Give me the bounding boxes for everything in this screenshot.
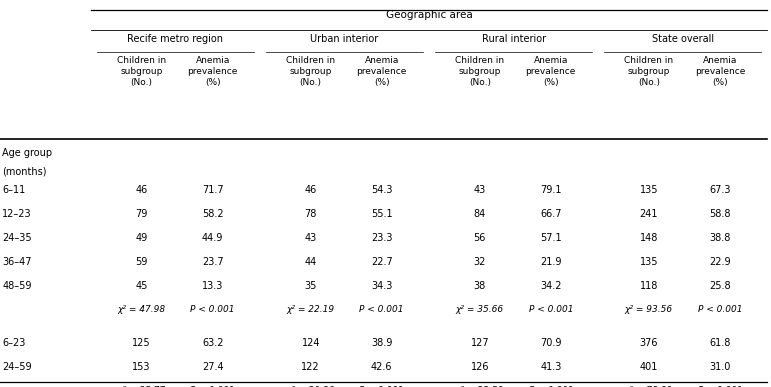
Text: 58.2: 58.2 <box>202 209 224 219</box>
Text: 36–47: 36–47 <box>2 257 32 267</box>
Text: 38: 38 <box>473 281 486 291</box>
Text: 22.7: 22.7 <box>371 257 392 267</box>
Text: 148: 148 <box>640 233 658 243</box>
Text: 70.9: 70.9 <box>540 338 561 348</box>
Text: P < 0.001: P < 0.001 <box>529 305 573 314</box>
Text: χ² = 35.77: χ² = 35.77 <box>118 386 166 387</box>
Text: 135: 135 <box>640 185 658 195</box>
Text: 118: 118 <box>640 281 658 291</box>
Text: Age group: Age group <box>2 148 52 158</box>
Text: 401: 401 <box>640 362 658 372</box>
Text: χ² = 93.56: χ² = 93.56 <box>625 305 673 314</box>
Text: Children in
subgroup
(No.): Children in subgroup (No.) <box>625 56 673 87</box>
Text: 71.7: 71.7 <box>202 185 224 195</box>
Text: Urban interior: Urban interior <box>311 34 379 44</box>
Text: 124: 124 <box>301 338 320 348</box>
Text: 55.1: 55.1 <box>371 209 392 219</box>
Text: 43: 43 <box>305 233 317 243</box>
Text: 63.2: 63.2 <box>202 338 224 348</box>
Text: 54.3: 54.3 <box>371 185 392 195</box>
Text: 241: 241 <box>640 209 658 219</box>
Text: 22.9: 22.9 <box>709 257 731 267</box>
Text: 59: 59 <box>136 257 148 267</box>
Text: 153: 153 <box>133 362 151 372</box>
Text: 27.4: 27.4 <box>202 362 224 372</box>
Text: 127: 127 <box>470 338 489 348</box>
Text: 122: 122 <box>301 362 320 372</box>
Text: Geographic area: Geographic area <box>386 10 473 21</box>
Text: P < 0.001: P < 0.001 <box>190 305 235 314</box>
Text: 12–23: 12–23 <box>2 209 32 219</box>
Text: 125: 125 <box>133 338 151 348</box>
Text: 34.2: 34.2 <box>540 281 561 291</box>
Text: Rural interior: Rural interior <box>482 34 546 44</box>
Text: 67.3: 67.3 <box>709 185 731 195</box>
Text: 31.0: 31.0 <box>709 362 730 372</box>
Text: P < 0.001: P < 0.001 <box>359 386 404 387</box>
Text: 38.8: 38.8 <box>709 233 730 243</box>
Text: 21.9: 21.9 <box>540 257 561 267</box>
Text: 376: 376 <box>640 338 658 348</box>
Text: 48–59: 48–59 <box>2 281 32 291</box>
Text: 41.3: 41.3 <box>540 362 561 372</box>
Text: 56: 56 <box>473 233 486 243</box>
Text: 135: 135 <box>640 257 658 267</box>
Text: 84: 84 <box>473 209 486 219</box>
Text: Anemia
prevalence
(%): Anemia prevalence (%) <box>356 56 407 87</box>
Text: P < 0.001: P < 0.001 <box>190 386 235 387</box>
Text: 24–59: 24–59 <box>2 362 32 372</box>
Text: 58.8: 58.8 <box>709 209 731 219</box>
Text: 35: 35 <box>305 281 317 291</box>
Text: 66.7: 66.7 <box>540 209 561 219</box>
Text: 42.6: 42.6 <box>371 362 392 372</box>
Text: 24–35: 24–35 <box>2 233 32 243</box>
Text: 61.8: 61.8 <box>709 338 730 348</box>
Text: P < 0.001: P < 0.001 <box>698 305 742 314</box>
Text: Children in
subgroup
(No.): Children in subgroup (No.) <box>117 56 167 87</box>
Text: Recife metro region: Recife metro region <box>127 34 224 44</box>
Text: 6–11: 6–11 <box>2 185 25 195</box>
Text: 46: 46 <box>305 185 317 195</box>
Text: 79: 79 <box>136 209 148 219</box>
Text: 23.3: 23.3 <box>371 233 392 243</box>
Text: 34.3: 34.3 <box>371 281 392 291</box>
Text: 45: 45 <box>136 281 148 291</box>
Text: χ² = 35.66: χ² = 35.66 <box>456 305 503 314</box>
Text: χ² = 47.98: χ² = 47.98 <box>118 305 166 314</box>
Text: χ² = 20.86: χ² = 20.86 <box>287 386 335 387</box>
Text: 32: 32 <box>473 257 486 267</box>
Text: P < 0.001: P < 0.001 <box>698 386 742 387</box>
Text: 43: 43 <box>473 185 486 195</box>
Text: 46: 46 <box>136 185 148 195</box>
Text: Anemia
prevalence
(%): Anemia prevalence (%) <box>695 56 745 87</box>
Text: χ² = 22.19: χ² = 22.19 <box>287 305 335 314</box>
Text: 78: 78 <box>305 209 317 219</box>
Text: 79.1: 79.1 <box>540 185 561 195</box>
Text: 126: 126 <box>470 362 489 372</box>
Text: Anemia
prevalence
(%): Anemia prevalence (%) <box>187 56 238 87</box>
Text: P < 0.001: P < 0.001 <box>529 386 573 387</box>
Text: State overall: State overall <box>651 34 714 44</box>
Text: Children in
subgroup
(No.): Children in subgroup (No.) <box>455 56 504 87</box>
Text: 44.9: 44.9 <box>202 233 224 243</box>
Text: 6–23: 6–23 <box>2 338 25 348</box>
Text: P < 0.001: P < 0.001 <box>359 305 404 314</box>
Text: (months): (months) <box>2 166 47 176</box>
Text: 25.8: 25.8 <box>709 281 731 291</box>
Text: 57.1: 57.1 <box>540 233 561 243</box>
Text: 44: 44 <box>305 257 317 267</box>
Text: 23.7: 23.7 <box>202 257 224 267</box>
Text: 49: 49 <box>136 233 148 243</box>
Text: χ² = 22.50: χ² = 22.50 <box>456 386 503 387</box>
Text: Children in
subgroup
(No.): Children in subgroup (No.) <box>286 56 335 87</box>
Text: χ² = 78.89: χ² = 78.89 <box>625 386 673 387</box>
Text: 38.9: 38.9 <box>371 338 392 348</box>
Text: Anemia
prevalence
(%): Anemia prevalence (%) <box>526 56 576 87</box>
Text: 13.3: 13.3 <box>202 281 224 291</box>
